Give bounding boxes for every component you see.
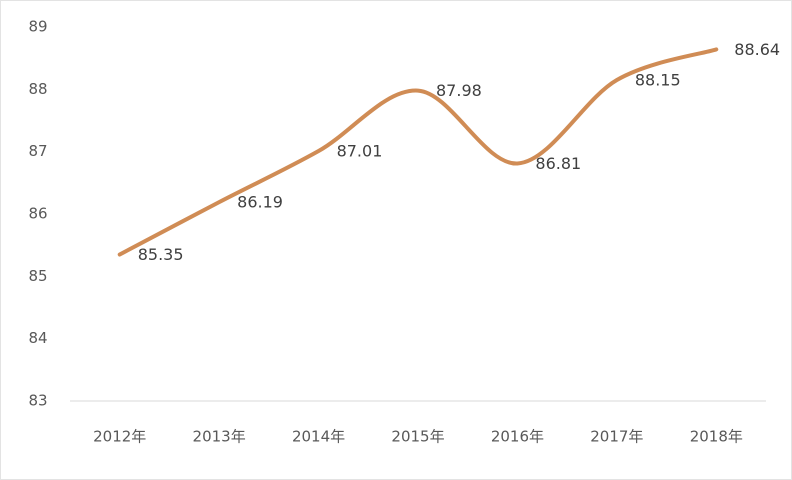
data-label: 86.81 — [535, 154, 581, 173]
y-tick-label: 89 — [28, 18, 47, 36]
x-tick-label: 2014年 — [292, 428, 345, 446]
y-tick-label: 87 — [28, 142, 47, 160]
data-label: 85.35 — [138, 245, 184, 264]
data-label: 88.64 — [734, 40, 780, 59]
x-tick-label: 2013年 — [193, 428, 246, 446]
data-label: 88.15 — [635, 70, 681, 89]
x-tick-label: 2016年 — [491, 428, 544, 446]
data-label: 86.19 — [237, 193, 283, 212]
x-tick-label: 2012年 — [93, 428, 146, 446]
y-tick-label: 88 — [28, 80, 47, 98]
x-tick-label: 2015年 — [391, 428, 444, 446]
x-tick-label: 2017年 — [590, 428, 643, 446]
line — [117, 47, 719, 257]
y-tick-label: 85 — [28, 267, 47, 285]
y-tick-label: 84 — [28, 329, 47, 347]
data-label: 87.98 — [436, 81, 482, 100]
y-tick-label: 86 — [28, 205, 47, 223]
y-tick-label: 83 — [28, 392, 47, 410]
x-tick-label: 2018年 — [690, 428, 743, 446]
data-label: 87.01 — [337, 142, 383, 161]
